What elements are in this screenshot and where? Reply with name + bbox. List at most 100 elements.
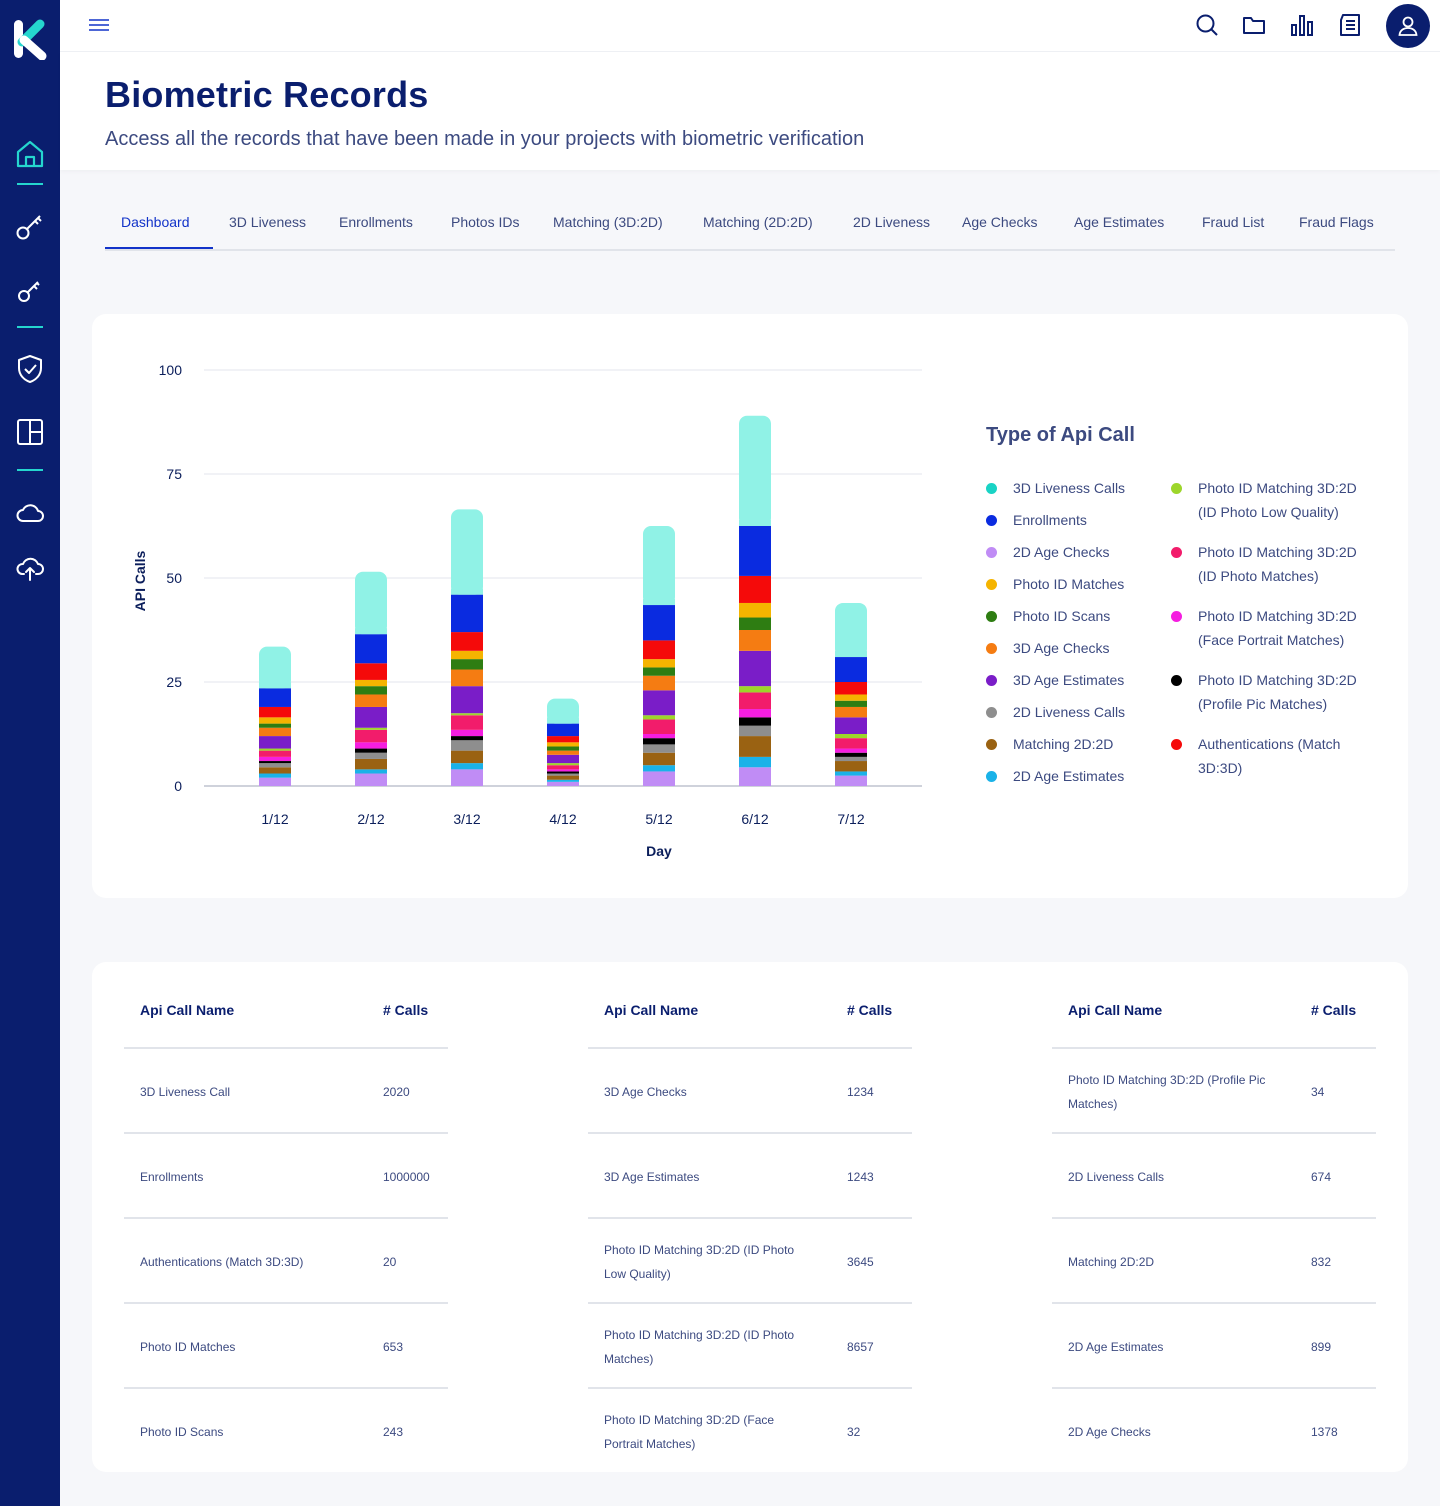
api-call-name: Photo ID Matches [140, 1339, 236, 1354]
legend-item: 2D Liveness Calls [986, 700, 1163, 724]
api-call-count: 8657 [847, 1339, 874, 1354]
column-header-calls: # Calls [847, 1002, 893, 1018]
bar-segment [835, 734, 867, 739]
api-call-count: 243 [383, 1424, 404, 1439]
row-divider [1052, 1302, 1376, 1304]
bar-segment [259, 727, 291, 737]
legend-swatch [986, 675, 997, 686]
bar-segment [259, 706, 291, 718]
tab-age-checks[interactable]: Age Checks [962, 214, 1038, 230]
bar-segment [451, 594, 483, 633]
legend-label: Photo ID Matching 3D:2D (Face Portrait M… [1198, 608, 1357, 648]
key-icon[interactable] [12, 208, 48, 244]
bar-segment [259, 717, 291, 724]
bar-segment [355, 628, 387, 635]
bar-segment [739, 617, 771, 630]
bar-segment [739, 756, 771, 768]
k-logo[interactable] [12, 18, 48, 61]
bar-segment [643, 690, 675, 716]
document-icon[interactable] [1335, 10, 1365, 40]
tab-photos-ids[interactable]: Photos IDs [451, 214, 520, 230]
x-tick-label: 3/12 [453, 811, 480, 827]
legend-item: Photo ID Scans [986, 604, 1163, 628]
bar-segment [739, 630, 771, 651]
search-icon[interactable] [1192, 10, 1222, 40]
legend-item: Photo ID Matches [986, 572, 1163, 596]
tab-3d-liveness[interactable]: 3D Liveness [229, 214, 307, 230]
page-subtitle: Access all the records that have been ma… [105, 128, 865, 150]
bar-segment [739, 415, 771, 526]
legend-swatch [1171, 675, 1182, 686]
row-divider [588, 1302, 912, 1304]
bar-segment [643, 599, 675, 606]
bar-segment [643, 667, 675, 676]
column-header-name: Api Call Name [1068, 1002, 1163, 1018]
bar-segment [259, 777, 291, 786]
bar-segment [547, 765, 579, 770]
tab-dashboard[interactable]: Dashboard [121, 214, 190, 230]
api-call-count: 1000000 [383, 1169, 430, 1184]
bar-segment [259, 767, 291, 774]
table-row: Photo ID Matching 3D:2D (ID Photo Matche… [588, 1304, 912, 1389]
home-icon[interactable] [12, 136, 48, 172]
bar-segment [259, 761, 291, 764]
y-tick-label: 75 [166, 466, 182, 482]
bar-segment [739, 602, 771, 618]
bar-segment [547, 750, 579, 755]
x-tick-label: 2/12 [357, 811, 384, 827]
y-tick-label: 50 [166, 570, 182, 586]
api-call-count: 2020 [383, 1084, 410, 1099]
legend-swatch [986, 515, 997, 526]
bar-segment [547, 773, 579, 776]
tab-matching-2d-2d[interactable]: Matching (2D:2D) [703, 214, 813, 230]
table-row: Matching 2D:2D 832 [1052, 1219, 1376, 1304]
api-call-name: 2D Liveness Calls [1068, 1169, 1165, 1184]
api-call-name: 2D Age Estimates [1068, 1339, 1164, 1354]
bar-segment [547, 736, 579, 743]
api-call-count: 899 [1311, 1339, 1332, 1354]
bar-segment [547, 742, 579, 747]
legend-label: 2D Liveness Calls [1013, 704, 1126, 720]
bar-chart-icon[interactable] [1287, 10, 1317, 40]
key-icon[interactable] [12, 272, 48, 308]
legend-swatch [986, 643, 997, 654]
user-avatar[interactable] [1386, 4, 1430, 48]
bar-segment [355, 742, 387, 749]
bar-segment [835, 700, 867, 707]
api-call-name: Photo ID Scans [140, 1424, 224, 1439]
legend-swatch [986, 739, 997, 750]
legend-label: Photo ID Matches [1013, 576, 1125, 592]
layout-icon[interactable] [12, 414, 48, 450]
tab-matching-3d-2d[interactable]: Matching (3D:2D) [553, 214, 663, 230]
api-calls-table-card: Api Call Name # Calls 3D Liveness Call 2020… [92, 962, 1408, 1472]
tab-fraud-flags[interactable]: Fraud Flags [1299, 214, 1374, 230]
row-divider [124, 1387, 448, 1389]
tab-2d-liveness[interactable]: 2D Liveness [853, 214, 931, 230]
api-call-name: Matching 2D:2D [1068, 1254, 1155, 1269]
bar-segment [643, 526, 675, 606]
bar-segment [259, 750, 291, 757]
cloud-upload-icon[interactable] [12, 550, 48, 586]
table-row: Enrollments 1000000 [124, 1134, 448, 1219]
bar-segment [643, 765, 675, 772]
legend-label: Photo ID Matching 3D:2D (ID Photo Low Qu… [1198, 480, 1357, 520]
legend-label: 2D Age Estimates [1013, 768, 1125, 784]
legend-item: Photo ID Matching 3D:2D (Profile Pic Mat… [1171, 668, 1374, 716]
menu-icon[interactable] [86, 12, 112, 38]
shield-check-icon[interactable] [12, 351, 48, 387]
page-header: Biometric Records Access all the records… [60, 52, 1440, 170]
bar-segment [355, 571, 387, 635]
folder-icon[interactable] [1239, 10, 1269, 40]
cloud-icon[interactable] [12, 495, 48, 531]
legend-label: 3D Age Checks [1013, 640, 1110, 656]
tab-age-estimates[interactable]: Age Estimates [1074, 214, 1165, 230]
bar-segment [643, 719, 675, 734]
bar-segment [259, 773, 291, 778]
bar-segment [835, 775, 867, 786]
bar-segment [835, 748, 867, 753]
tab-fraud-list[interactable]: Fraud List [1202, 214, 1265, 230]
bar-segment [739, 725, 771, 737]
legend-label: Photo ID Scans [1013, 608, 1111, 624]
table-row: 2D Age Checks 1378 [1052, 1389, 1376, 1474]
tab-enrollments[interactable]: Enrollments [339, 214, 413, 230]
